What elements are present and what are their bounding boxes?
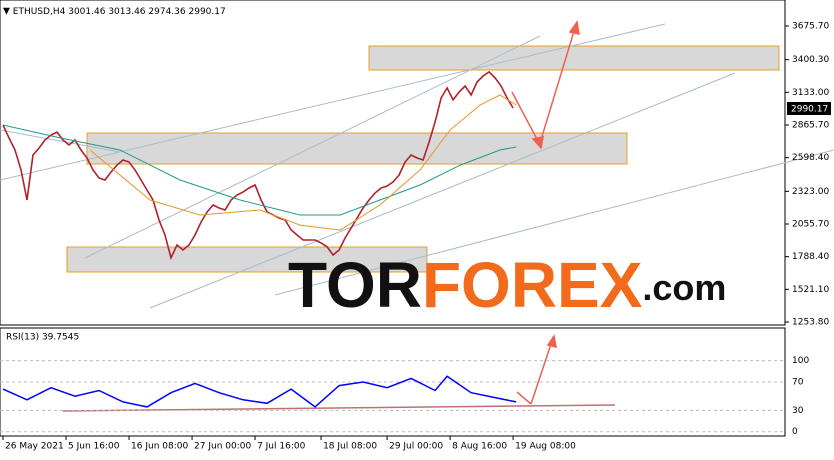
x-tick-label: 7 Jul 16:00 xyxy=(257,442,306,452)
y-tick-label: 1253.80 xyxy=(792,318,829,328)
watermark: TORFOREX.com xyxy=(288,249,726,321)
x-tick-label: 5 Jun 16:00 xyxy=(68,442,120,452)
series-line xyxy=(2,375,517,408)
trend-lines xyxy=(0,23,834,309)
wm-forex: FOREX xyxy=(422,249,643,321)
close: 2990.17 xyxy=(189,7,226,17)
rsi-tick-label: 100 xyxy=(792,356,809,366)
x-tick-label: 16 Jun 08:00 xyxy=(131,442,188,452)
x-tick-label: 8 Aug 16:00 xyxy=(452,442,507,452)
rsi-tick-label: 70 xyxy=(792,378,804,388)
y-tick-label: 2598.40 xyxy=(792,153,829,163)
x-tick-label: 18 Jul 08:00 xyxy=(323,442,377,452)
y-tick-label: 2055.70 xyxy=(792,219,829,229)
rsi-title: RSI(13) 39.7545 xyxy=(6,333,79,343)
y-tick-label: 2865.70 xyxy=(792,120,829,130)
resistance-zone xyxy=(368,45,780,71)
x-tick-label: 29 Jul 00:00 xyxy=(389,442,443,452)
series-line xyxy=(2,124,517,216)
series-line xyxy=(2,70,514,261)
rsi-tick-label: 30 xyxy=(792,406,804,416)
y-tick-label: 2323.00 xyxy=(792,187,829,197)
y-tick-label: 1521.10 xyxy=(792,285,829,295)
y-tick-label: 3133.00 xyxy=(792,88,829,98)
forecast-arrows xyxy=(511,20,580,405)
low-zone xyxy=(66,246,428,273)
wm-tor: TOR xyxy=(288,249,422,321)
header-symbol: ▼ ETHUSD,H4 3001.46 3013.46 2974.36 2990… xyxy=(3,7,226,17)
open: 3001.46 xyxy=(68,7,105,17)
series-line xyxy=(89,94,517,231)
price-tag xyxy=(787,102,831,115)
symbol: ETHUSD,H4 xyxy=(13,7,66,17)
rsi-tick-label: 0 xyxy=(792,427,798,437)
x-tick-label: 27 Jun 00:00 xyxy=(194,442,251,452)
wm-com: .com xyxy=(642,267,726,308)
high: 3013.46 xyxy=(108,7,145,17)
low: 2974.36 xyxy=(148,7,185,17)
y-tick-label: 3675.70 xyxy=(792,22,829,32)
x-tick-label: 19 Aug 08:00 xyxy=(515,442,576,452)
price-tag-label: 2990.17 xyxy=(791,105,828,115)
y-tick-label: 3400.30 xyxy=(792,55,829,65)
x-tick-label: 26 May 2021 xyxy=(5,442,64,452)
rsi-support-line xyxy=(62,404,616,412)
y-tick-label: 1788.40 xyxy=(792,252,829,262)
